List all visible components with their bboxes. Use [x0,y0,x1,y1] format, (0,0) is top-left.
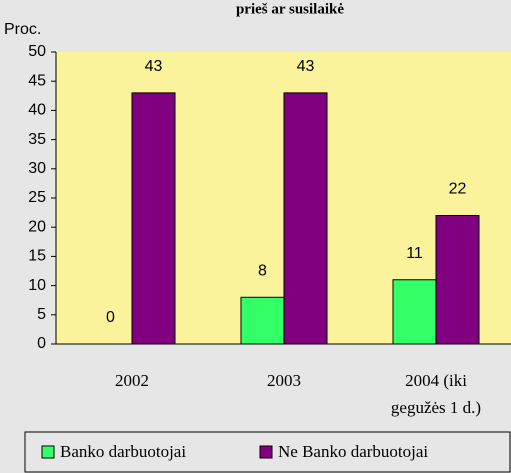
y-tick-label: 15 [28,248,46,265]
chart-title: prieš ar susilaikė [236,1,344,17]
bar [131,92,176,345]
bar [240,296,285,345]
y-tick-label: 40 [28,102,46,119]
x-tick-label: 2003 [267,371,301,390]
y-tick-label: 35 [28,131,46,148]
y-tick-label: 45 [28,72,46,89]
x-tick-label: 2002 [115,371,149,390]
value-label: 43 [297,58,315,75]
value-label: 0 [106,309,115,326]
legend-label: Banko darbuotojai [60,442,186,461]
y-tick-label: 50 [28,43,46,60]
y-tick-label: 5 [37,306,46,323]
bar [392,279,437,345]
y-axis-label: Proc. [4,21,41,38]
legend-swatch [259,445,273,459]
legend-label: Ne Banko darbuotojai [278,442,428,461]
x-tick-label: 2004 (iki gegužės 1 d.) [390,371,482,417]
legend-swatch [41,445,55,459]
value-label: 22 [449,181,467,198]
bar [283,92,328,345]
bar [435,215,480,345]
value-label: 11 [406,245,423,262]
y-tick-label: 30 [28,160,46,177]
y-tick-label: 25 [28,189,46,206]
value-label: 8 [258,262,267,279]
y-tick-label: 20 [28,218,46,235]
value-label: 43 [145,58,163,75]
y-tick-label: 10 [28,277,46,294]
y-tick-label: 0 [37,335,46,352]
